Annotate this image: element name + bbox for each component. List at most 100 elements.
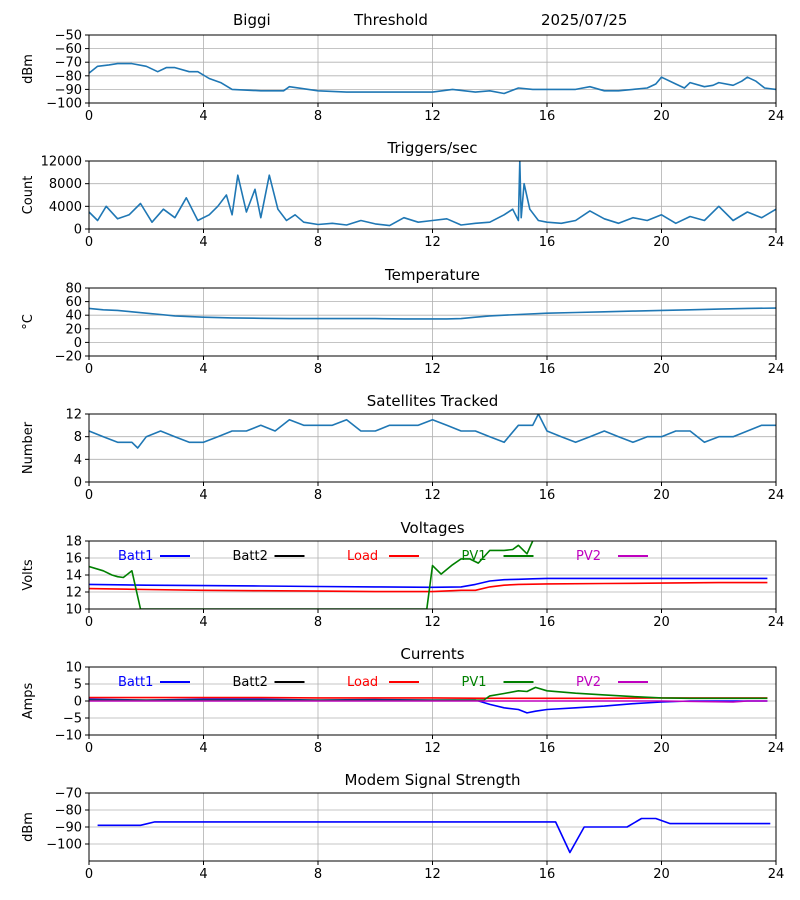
y-axis-label: Count	[21, 176, 36, 215]
y-tick-label: 0	[74, 695, 82, 710]
y-tick-label: −10	[55, 729, 82, 744]
y-tick-label: −20	[55, 350, 82, 365]
legend-label-load: Load	[347, 549, 378, 564]
y-tick-label: 20	[65, 322, 82, 337]
legend-label-pv1: PV1	[462, 675, 487, 690]
y-tick-label: −70	[55, 787, 82, 802]
x-tick-label: 20	[653, 488, 670, 503]
x-tick-label: 24	[768, 235, 785, 250]
x-tick-label: 24	[768, 109, 785, 124]
y-tick-label: 12	[65, 586, 82, 601]
x-tick-label: 4	[199, 362, 207, 377]
y-tick-label: 80	[65, 282, 82, 297]
x-tick-label: 8	[314, 615, 322, 630]
legend-label-pv2: PV2	[576, 549, 601, 564]
x-tick-label: 20	[653, 867, 670, 882]
x-tick-label: 12	[424, 867, 441, 882]
x-tick-label: 0	[85, 109, 93, 124]
y-tick-label: 5	[74, 678, 82, 693]
series-line-1	[97, 817, 771, 854]
y-tick-label: −90	[55, 83, 82, 98]
x-tick-label: 20	[653, 109, 670, 124]
y-axis-label: dBm	[21, 54, 36, 84]
x-tick-label: 0	[85, 615, 93, 630]
x-tick-label: 0	[85, 741, 93, 756]
y-tick-label: 16	[65, 552, 82, 567]
chart-panel-7: 0 4 8 12 16 20 24 −100 −90 −80 −70 dBm Modem Signal …	[21, 771, 784, 882]
y-tick-label: −100	[46, 838, 82, 853]
x-tick-label: 12	[424, 615, 441, 630]
x-tick-label: 24	[768, 362, 785, 377]
legend-label-batt1: Batt1	[118, 549, 153, 564]
x-tick-label: 24	[768, 867, 785, 882]
x-tick-label: 20	[653, 362, 670, 377]
panel-title: Voltages	[400, 519, 464, 537]
y-axis-label: dBm	[21, 812, 36, 842]
x-tick-label: 16	[539, 362, 556, 377]
x-tick-label: 20	[653, 741, 670, 756]
panel-title: Triggers/sec	[387, 139, 478, 157]
series-line-batt1	[89, 577, 768, 589]
y-axis-label: Volts	[21, 559, 36, 591]
x-tick-label: 4	[199, 615, 207, 630]
panel-title: Modem Signal Strength	[345, 771, 521, 789]
y-tick-label: 8000	[49, 177, 82, 192]
x-tick-label: 8	[314, 362, 322, 377]
x-tick-label: 8	[314, 488, 322, 503]
x-tick-label: 20	[653, 235, 670, 250]
x-tick-label: 0	[85, 235, 93, 250]
chart-panel-5: 0 4 8 12 16 20 24 10 12 14 16 18 Volts Voltages Batt1 B…	[21, 519, 784, 630]
x-tick-label: 8	[314, 235, 322, 250]
x-tick-label: 12	[424, 362, 441, 377]
legend-label-batt1: Batt1	[118, 675, 153, 690]
x-tick-label: 0	[85, 488, 93, 503]
x-tick-label: 16	[539, 488, 556, 503]
y-axis-label: Amps	[21, 682, 36, 719]
y-tick-label: −100	[46, 97, 82, 112]
legend-label-pv1: PV1	[462, 549, 487, 564]
y-tick-label: 4	[74, 453, 82, 468]
legend-label-batt2: Batt2	[233, 549, 268, 564]
x-tick-label: 4	[199, 235, 207, 250]
y-tick-label: 18	[65, 535, 82, 550]
x-tick-label: 4	[199, 109, 207, 124]
legend-label-pv2: PV2	[576, 675, 601, 690]
series-line-pv2	[89, 700, 768, 703]
chart-panel-4: 0 4 8 12 16 20 24 0 4 8 12 Number Satellites Tracked	[21, 392, 784, 503]
y-tick-label: −50	[55, 29, 82, 44]
x-tick-label: 16	[539, 235, 556, 250]
y-tick-label: 60	[65, 295, 82, 310]
x-tick-label: 8	[314, 867, 322, 882]
y-tick-label: −60	[55, 42, 82, 57]
x-tick-label: 12	[424, 109, 441, 124]
x-tick-label: 20	[653, 615, 670, 630]
x-tick-label: 16	[539, 615, 556, 630]
series-line-1	[89, 62, 776, 95]
x-tick-label: 16	[539, 109, 556, 124]
x-tick-label: 16	[539, 741, 556, 756]
x-tick-label: 4	[199, 741, 207, 756]
series-line-1	[89, 161, 776, 227]
x-tick-label: 8	[314, 109, 322, 124]
y-tick-label: −5	[63, 712, 82, 727]
date-label: 2025/07/25	[541, 11, 628, 29]
y-tick-label: 10	[65, 661, 82, 676]
station-name: Biggi	[233, 11, 271, 29]
y-tick-label: 0	[74, 223, 82, 238]
y-tick-label: 12	[65, 408, 82, 423]
y-tick-label: −70	[55, 56, 82, 71]
x-tick-label: 12	[424, 741, 441, 756]
x-tick-label: 8	[314, 741, 322, 756]
y-tick-label: 40	[65, 309, 82, 324]
y-tick-label: −80	[55, 69, 82, 84]
x-tick-label: 16	[539, 867, 556, 882]
y-axis-label: Number	[21, 421, 36, 474]
y-tick-label: −90	[55, 821, 82, 836]
x-tick-label: 4	[199, 488, 207, 503]
legend-label-load: Load	[347, 675, 378, 690]
x-tick-label: 0	[85, 867, 93, 882]
series-line-pv1	[89, 541, 534, 609]
